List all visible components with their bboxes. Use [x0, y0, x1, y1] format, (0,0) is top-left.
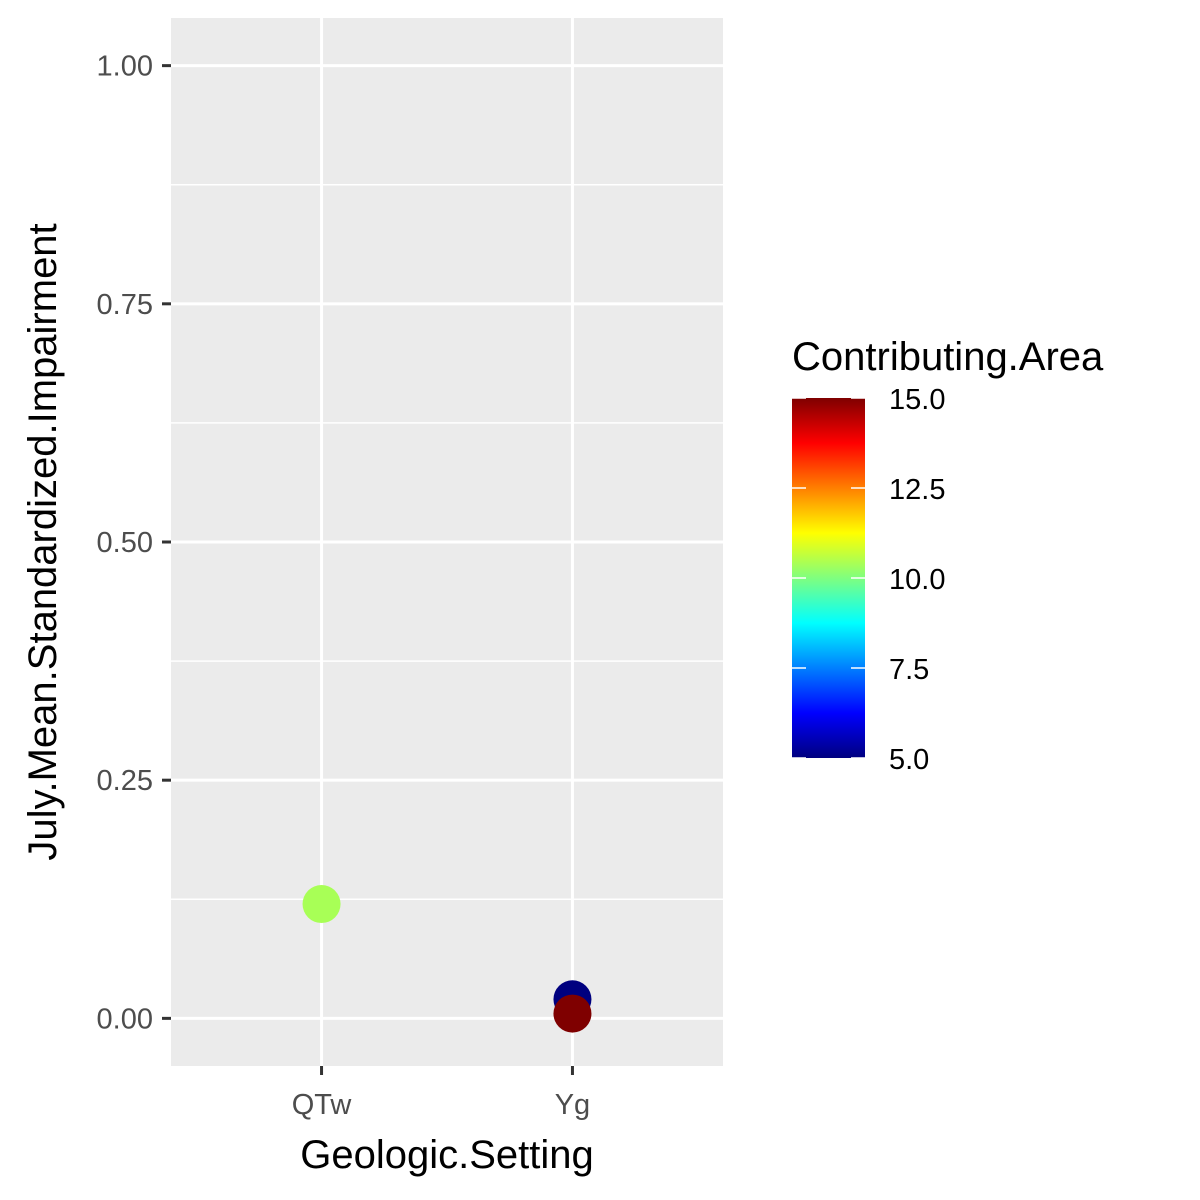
y-tick-label: 0.00 — [97, 1003, 153, 1035]
legend-ticks: 5.0 7.5 10.0 12.5 15.0 — [792, 384, 945, 776]
x-tick-label: QTw — [292, 1089, 353, 1121]
y-tick-label: 0.75 — [97, 289, 153, 321]
legend-tick-label: 15.0 — [889, 384, 945, 416]
x-axis-title: Geologic.Setting — [300, 1133, 594, 1177]
legend-title: Contributing.Area — [792, 335, 1104, 379]
legend-tick-label: 12.5 — [889, 474, 945, 506]
x-tick-label: Yg — [555, 1089, 590, 1121]
y-tick-label: 0.50 — [97, 527, 153, 559]
legend-tick-label: 10.0 — [889, 564, 945, 596]
data-points — [302, 885, 592, 1033]
data-point — [302, 885, 341, 924]
legend-tick-label: 5.0 — [889, 744, 929, 776]
y-axis: 0.00 0.25 0.50 0.75 1.00 — [97, 51, 171, 1035]
color-legend: Contributing.Area 5.0 7.5 10.0 12.5 15.0 — [792, 335, 1104, 776]
x-axis: QTw Yg — [292, 1066, 590, 1121]
grid-minor — [171, 183, 723, 901]
data-point — [553, 994, 592, 1033]
y-tick-label: 0.25 — [97, 765, 153, 797]
y-axis-title: July.Mean.Standardized.Impairment — [21, 223, 65, 860]
legend-tick-label: 7.5 — [889, 654, 929, 686]
y-tick-label: 1.00 — [97, 51, 153, 83]
